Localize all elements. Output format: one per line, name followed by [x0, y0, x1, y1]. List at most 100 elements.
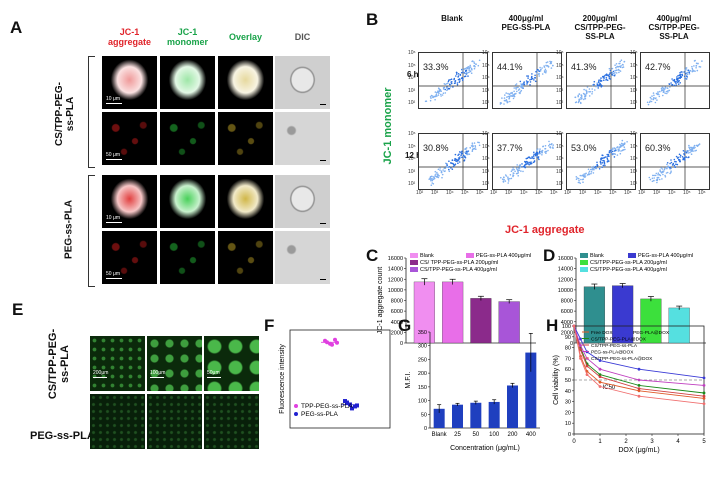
event-dot — [688, 146, 690, 149]
event-dot — [546, 64, 549, 67]
event-dot — [458, 151, 461, 153]
event-dot — [675, 82, 677, 85]
event-dot — [473, 62, 476, 65]
event-dot — [526, 161, 529, 163]
event-dot — [667, 91, 669, 93]
event-dot — [545, 64, 547, 67]
event-dot — [619, 62, 621, 65]
legend-swatch — [410, 260, 418, 265]
event-dot — [456, 83, 459, 86]
event-dot — [676, 163, 679, 166]
event-dot — [528, 156, 531, 159]
event-dot — [606, 79, 609, 81]
event-dot — [524, 166, 526, 169]
scale-bar — [106, 159, 122, 160]
event-dot — [584, 175, 587, 177]
event-dot — [659, 90, 661, 93]
event-dot — [526, 83, 528, 85]
event-dot — [449, 78, 451, 81]
tick-label: 60 — [565, 367, 571, 373]
event-dot — [467, 71, 470, 74]
x-tick-label: 10⁴ — [594, 190, 602, 196]
event-dot — [578, 100, 581, 102]
event-dot — [508, 95, 511, 98]
event-dot — [685, 151, 688, 154]
event-dot — [663, 91, 665, 93]
event-dot — [514, 84, 517, 86]
event-dot — [443, 167, 446, 170]
event-dot — [656, 99, 658, 101]
event-dot — [670, 159, 672, 161]
event-dot — [609, 150, 611, 152]
event-dot — [440, 93, 442, 96]
event-dot — [574, 96, 576, 99]
y-tick-label: 10⁴ — [482, 156, 490, 162]
event-dot — [545, 61, 548, 64]
event-dot — [697, 144, 699, 147]
event-dot — [677, 75, 679, 77]
event-dot — [666, 162, 669, 164]
event-dot — [649, 100, 651, 102]
event-dot — [451, 168, 454, 170]
data-point — [585, 373, 589, 376]
event-dot — [603, 79, 605, 81]
event-dot — [446, 89, 448, 92]
event-dot — [507, 92, 509, 95]
event-dot — [600, 157, 603, 159]
event-dot — [444, 170, 446, 172]
event-dot — [534, 77, 536, 79]
event-dot — [460, 77, 463, 80]
y-tick-label: 10⁴ — [556, 75, 564, 81]
event-dot — [457, 76, 459, 78]
event-dot — [472, 145, 474, 147]
event-dot — [650, 100, 653, 103]
event-dot — [622, 149, 625, 151]
y-tick-label: 10³ — [630, 87, 638, 94]
data-point — [702, 376, 706, 380]
x-tick-label: 10⁴ — [520, 190, 528, 196]
event-dot — [461, 156, 463, 159]
event-dot — [429, 178, 432, 180]
scale-bar — [320, 104, 326, 105]
legend-label: CS/TPP-PEG-ss-PLA 400μg/ml — [420, 267, 497, 273]
event-dot — [545, 152, 547, 154]
event-dot — [534, 80, 537, 83]
event-dot — [654, 97, 656, 100]
event-dot — [678, 77, 680, 79]
event-dot — [658, 95, 661, 98]
event-dot — [454, 80, 456, 83]
event-dot — [689, 69, 692, 72]
event-dot — [614, 69, 616, 72]
event-dot — [537, 68, 539, 71]
x-tick-label: 100 — [489, 432, 500, 438]
event-dot — [546, 61, 549, 63]
event-dot — [608, 75, 611, 78]
event-dot — [440, 171, 443, 173]
event-dot — [666, 87, 668, 89]
col-header-dic: DIC — [275, 32, 330, 42]
event-dot — [661, 170, 664, 173]
event-dot — [545, 71, 547, 74]
event-dot — [533, 151, 535, 154]
legend-label: PEG-ss-PLA — [301, 411, 339, 418]
event-dot — [598, 81, 600, 84]
event-dot — [541, 149, 544, 152]
event-dot — [646, 101, 649, 104]
event-dot — [683, 71, 685, 73]
plot-frame — [289, 329, 391, 429]
event-dot — [442, 88, 445, 90]
event-dot — [592, 165, 595, 168]
event-dot — [444, 88, 446, 91]
event-dot — [605, 78, 608, 81]
x-tick-label: 10² — [416, 190, 424, 196]
event-dot — [608, 73, 610, 76]
event-dot — [519, 80, 522, 83]
event-dot — [690, 150, 692, 153]
chart-c: 0 2000 4000 6000 8000 10000 12000 14000 16000 JC-… — [377, 253, 536, 347]
flow-ylabel: JC-1 monomer — [382, 87, 394, 165]
event-dot — [529, 81, 532, 83]
tick-label: 350 — [418, 330, 427, 336]
event-dot — [544, 147, 547, 150]
event-dot — [651, 95, 653, 97]
event-dot — [607, 159, 609, 161]
